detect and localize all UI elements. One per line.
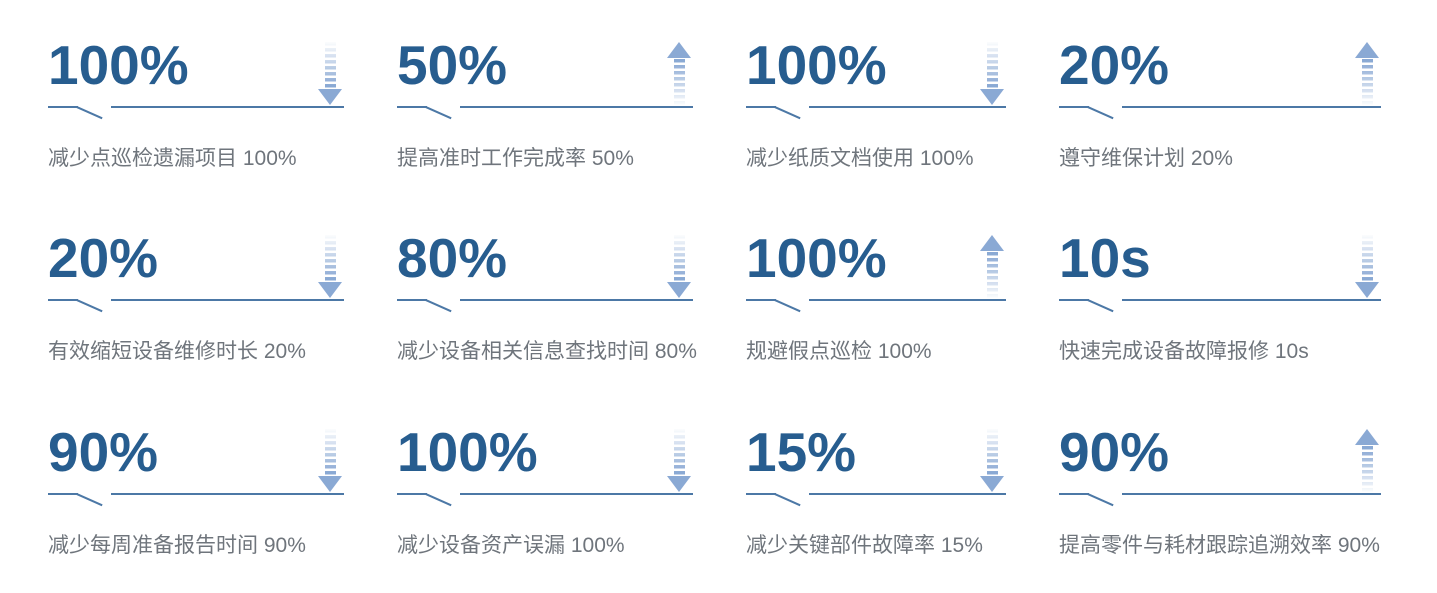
- stat-value: 100%: [397, 420, 538, 483]
- stat-value: 100%: [48, 34, 189, 96]
- arrow-head: [318, 282, 342, 299]
- stat-value: 20%: [48, 227, 159, 290]
- stat-value: 90%: [1059, 420, 1170, 483]
- stat-caption: 遵守维保计划 20%: [1059, 147, 1233, 170]
- stat-value: 50%: [397, 34, 508, 96]
- stat-value: 15%: [746, 420, 857, 483]
- trend-arrow-icon: [1355, 428, 1379, 492]
- arrow-head: [667, 42, 691, 58]
- stat-caption: 减少设备资产误漏 100%: [397, 533, 625, 557]
- stat-card: 20% 有效缩短设备维修时长 20%: [48, 229, 344, 365]
- notched-divider: [746, 492, 1006, 508]
- trend-arrow-icon: [318, 42, 342, 105]
- notched-divider: [48, 492, 344, 508]
- notched-divider: [397, 492, 693, 508]
- stat-caption: 规避假点巡检 100%: [746, 340, 932, 364]
- stat-caption: 减少每周准备报告时间 90%: [48, 533, 306, 557]
- arrow-stripes: [673, 428, 685, 475]
- arrow-stripes: [986, 428, 998, 475]
- trend-arrow-icon: [318, 428, 342, 492]
- arrow-head: [318, 475, 342, 492]
- notched-divider: [746, 106, 1006, 121]
- stat-value: 20%: [1059, 34, 1170, 96]
- arrow-stripes: [324, 235, 336, 282]
- trend-arrow-icon: [980, 428, 1004, 492]
- stat-caption: 减少点巡检遗漏项目 100%: [48, 147, 297, 170]
- stat-card: 80% 减少设备相关信息查找时间 80%: [397, 227, 697, 365]
- arrow-stripes: [1361, 235, 1373, 282]
- stat-caption: 有效缩短设备维修时长 20%: [48, 340, 306, 364]
- notched-divider: [397, 299, 693, 314]
- arrow-stripes: [673, 59, 685, 105]
- stat-value: 80%: [397, 227, 508, 290]
- notched-divider: [48, 299, 344, 314]
- arrow-stripes: [986, 42, 998, 88]
- arrow-head: [980, 235, 1004, 252]
- arrow-stripes: [324, 42, 336, 88]
- stat-card: 100% 规避假点巡检 100%: [746, 229, 1006, 365]
- notched-divider: [1059, 492, 1381, 508]
- trend-arrow-icon: [980, 42, 1004, 105]
- arrow-stripes: [673, 235, 685, 282]
- trend-arrow-icon: [980, 235, 1004, 299]
- notched-divider: [48, 106, 344, 121]
- stat-caption: 提高零件与耗材跟踪追溯效率 90%: [1059, 533, 1380, 557]
- arrow-head: [980, 89, 1004, 105]
- notched-divider: [746, 299, 1006, 314]
- notched-divider: [397, 106, 693, 121]
- notched-divider: [1059, 106, 1381, 121]
- notched-divider: [1059, 299, 1381, 314]
- stat-card: 50% 提高准时工作完成率 50%: [397, 36, 693, 172]
- arrow-stripes: [1361, 445, 1373, 492]
- trend-arrow-icon: [667, 235, 691, 299]
- stat-caption: 减少关键部件故障率 15%: [746, 533, 983, 557]
- trend-arrow-icon: [667, 42, 691, 105]
- stat-card: 90% 提高零件与耗材跟踪追溯效率 90%: [1059, 423, 1381, 559]
- arrow-head: [667, 282, 691, 299]
- stat-caption: 提高准时工作完成率 50%: [397, 147, 634, 170]
- stat-value: 100%: [746, 34, 887, 96]
- trend-arrow-icon: [1355, 235, 1379, 299]
- arrow-head: [980, 475, 1004, 492]
- stat-card: 100% 减少点巡检遗漏项目 100%: [48, 36, 344, 172]
- stat-caption: 减少设备相关信息查找时间 80%: [397, 340, 697, 364]
- arrow-head: [1355, 282, 1379, 299]
- stat-value: 100%: [746, 227, 887, 290]
- trend-arrow-icon: [667, 428, 691, 492]
- stat-caption: 减少纸质文档使用 100%: [746, 147, 974, 170]
- trend-arrow-icon: [318, 235, 342, 299]
- stat-card: 100% 减少纸质文档使用 100%: [746, 36, 1006, 172]
- stats-grid: 100% 减少点巡检遗漏项目 100% 50% 提高准时工作完成率 50% 10…: [48, 36, 1381, 559]
- stat-card: 100% 减少设备资产误漏 100%: [397, 423, 693, 559]
- arrow-stripes: [324, 428, 336, 475]
- arrow-head: [667, 475, 691, 492]
- stat-value: 10s: [1059, 227, 1151, 290]
- stat-card: 90% 减少每周准备报告时间 90%: [48, 423, 344, 559]
- arrow-stripes: [986, 252, 998, 299]
- stat-card: 15% 减少关键部件故障率 15%: [746, 423, 1006, 559]
- stat-card: 20% 遵守维保计划 20%: [1059, 36, 1381, 172]
- stat-card: 10s 快速完成设备故障报修 10s: [1059, 229, 1381, 365]
- arrow-head: [318, 89, 342, 105]
- stat-caption: 快速完成设备故障报修 10s: [1059, 340, 1309, 364]
- trend-arrow-icon: [1355, 42, 1379, 105]
- arrow-head: [1355, 428, 1379, 445]
- arrow-stripes: [1361, 59, 1373, 105]
- arrow-head: [1355, 42, 1379, 58]
- stat-value: 90%: [48, 420, 159, 483]
